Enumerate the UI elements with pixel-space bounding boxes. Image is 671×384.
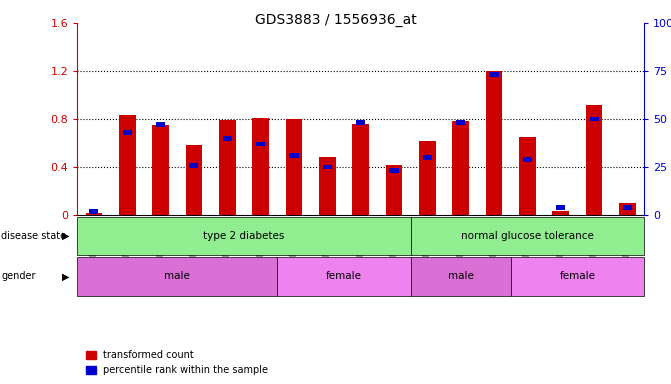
Bar: [286, 119, 303, 215]
Text: ▶: ▶: [62, 231, 70, 241]
Text: ▶: ▶: [62, 271, 70, 281]
Bar: [256, 142, 265, 146]
Text: male: male: [448, 271, 474, 281]
Bar: [456, 121, 465, 125]
Bar: [223, 136, 232, 141]
Bar: [619, 203, 636, 215]
Bar: [152, 125, 169, 215]
Bar: [323, 165, 332, 169]
Bar: [623, 205, 632, 210]
Bar: [552, 212, 569, 215]
Bar: [85, 213, 102, 215]
Bar: [389, 169, 399, 173]
Bar: [289, 153, 299, 158]
Text: gender: gender: [1, 271, 36, 281]
Bar: [189, 163, 199, 167]
Bar: [519, 137, 535, 215]
Bar: [489, 73, 499, 77]
Bar: [523, 157, 532, 162]
Text: female: female: [326, 271, 362, 281]
Bar: [386, 165, 403, 215]
Legend: transformed count, percentile rank within the sample: transformed count, percentile rank withi…: [82, 346, 272, 379]
Bar: [352, 124, 369, 215]
Text: female: female: [560, 271, 595, 281]
Text: GDS3883 / 1556936_at: GDS3883 / 1556936_at: [254, 13, 417, 27]
Bar: [319, 157, 336, 215]
Bar: [156, 122, 165, 127]
Bar: [119, 116, 136, 215]
Text: male: male: [164, 271, 190, 281]
Bar: [556, 205, 566, 210]
Bar: [219, 120, 236, 215]
Bar: [419, 141, 435, 215]
Bar: [586, 104, 603, 215]
Bar: [423, 155, 432, 160]
Text: type 2 diabetes: type 2 diabetes: [203, 231, 285, 241]
Bar: [89, 209, 99, 214]
Bar: [452, 121, 469, 215]
Bar: [590, 117, 599, 121]
Text: disease state: disease state: [1, 231, 66, 241]
Bar: [356, 121, 365, 125]
Bar: [123, 130, 132, 135]
Bar: [252, 118, 269, 215]
Text: normal glucose tolerance: normal glucose tolerance: [461, 231, 594, 241]
Bar: [186, 146, 202, 215]
Bar: [486, 71, 503, 215]
